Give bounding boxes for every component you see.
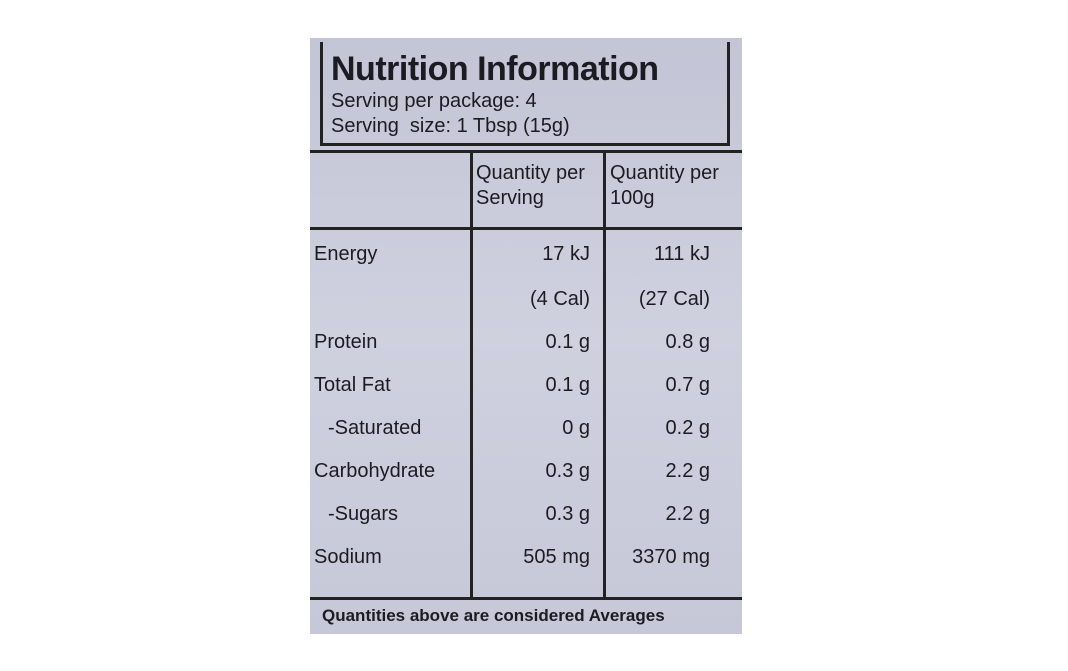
- servings-per-package: Serving per package: 4: [331, 90, 537, 112]
- row-label: Total Fat: [314, 374, 391, 396]
- per-serving-value: (4 Cal): [529, 288, 590, 310]
- nutrition-table: Quantity per Serving Quantity per 100g E…: [310, 150, 742, 600]
- per-serving-value: 0.3 g: [545, 503, 590, 525]
- per-serving-value: 505 mg: [523, 546, 590, 568]
- column-divider: [603, 153, 606, 597]
- per-100g-value: 2.2 g: [665, 503, 710, 525]
- row-label: Carbohydrate: [314, 460, 436, 482]
- per-100g-value: 0.7 g: [665, 374, 710, 396]
- per-serving-value: 0 g: [562, 417, 590, 439]
- per-100g-value: 111 kJ: [654, 243, 710, 265]
- column-header: Quantity per Serving: [476, 162, 585, 209]
- per-serving-value: 0.1 g: [545, 331, 590, 353]
- column-header: Quantity per 100g: [610, 162, 719, 209]
- per-serving-value: 0.3 g: [545, 460, 590, 482]
- per-serving-value: 17 kJ: [542, 243, 590, 265]
- row-label: -Saturated: [328, 417, 422, 439]
- per-100g-value: 3370 mg: [632, 546, 710, 568]
- per-100g-value: 0.8 g: [665, 331, 710, 353]
- serving-size: Serving size: 1 Tbsp (15g): [331, 115, 570, 137]
- header-box: Nutrition Information Serving per packag…: [320, 42, 730, 146]
- row-label: -Sugars: [328, 503, 399, 525]
- column-divider: [470, 153, 473, 597]
- per-100g-value: (27 Cal): [638, 288, 710, 310]
- nutrition-label: Nutrition Information Serving per packag…: [310, 38, 742, 634]
- per-100g-value: 2.2 g: [665, 460, 710, 482]
- row-label: Energy: [314, 243, 378, 265]
- per-100g-value: 0.2 g: [665, 417, 710, 439]
- title: Nutrition Information: [331, 50, 659, 88]
- per-serving-value: 0.1 g: [545, 374, 590, 396]
- footnote: Quantities above are considered Averages: [322, 606, 665, 625]
- header-divider: [310, 227, 742, 230]
- row-label: Sodium: [314, 546, 382, 568]
- row-label: Protein: [314, 331, 378, 353]
